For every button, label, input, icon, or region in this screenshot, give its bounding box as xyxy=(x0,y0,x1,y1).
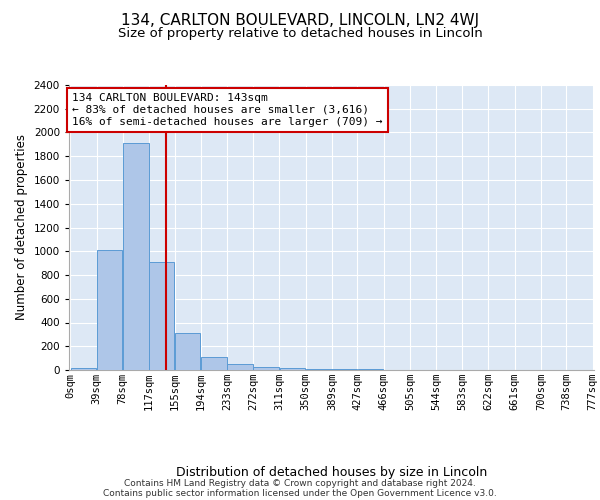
Bar xyxy=(175,333,200,370)
Bar xyxy=(123,143,149,370)
Bar xyxy=(97,250,122,370)
Text: Contains public sector information licensed under the Open Government Licence v3: Contains public sector information licen… xyxy=(103,488,497,498)
Bar xyxy=(306,369,332,370)
X-axis label: Distribution of detached houses by size in Lincoln: Distribution of detached houses by size … xyxy=(176,466,487,479)
Bar xyxy=(227,364,253,370)
Text: Size of property relative to detached houses in Lincoln: Size of property relative to detached ho… xyxy=(118,28,482,40)
Bar xyxy=(71,368,96,370)
Text: Contains HM Land Registry data © Crown copyright and database right 2024.: Contains HM Land Registry data © Crown c… xyxy=(124,478,476,488)
Text: 134, CARLTON BOULEVARD, LINCOLN, LN2 4WJ: 134, CARLTON BOULEVARD, LINCOLN, LN2 4WJ xyxy=(121,12,479,28)
Bar xyxy=(201,357,227,370)
Bar xyxy=(280,368,305,370)
Bar xyxy=(253,367,279,370)
Text: 134 CARLTON BOULEVARD: 143sqm
← 83% of detached houses are smaller (3,616)
16% o: 134 CARLTON BOULEVARD: 143sqm ← 83% of d… xyxy=(73,94,383,126)
Y-axis label: Number of detached properties: Number of detached properties xyxy=(15,134,28,320)
Bar xyxy=(149,262,174,370)
